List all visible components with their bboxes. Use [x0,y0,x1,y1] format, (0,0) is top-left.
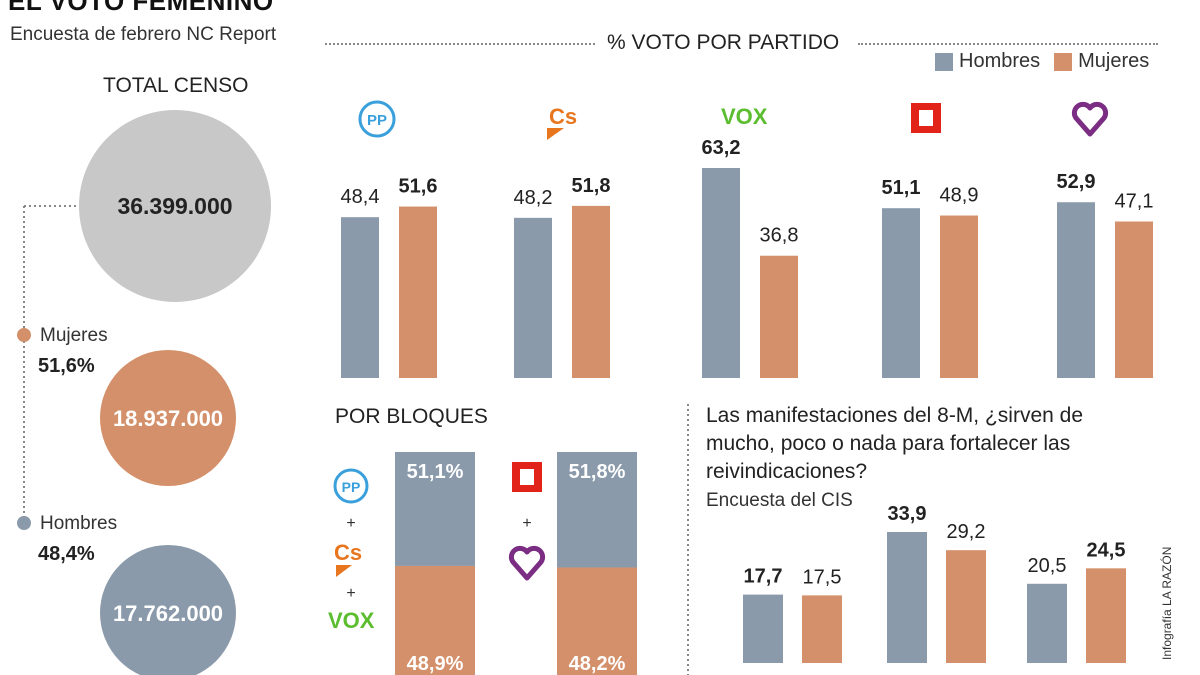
hombres-value: 17.762.000 [113,601,223,626]
data-label: 51,8 [572,175,611,197]
vox-logo: VOX [328,608,375,633]
data-label: 47,1 [1115,190,1154,212]
hombres-census-circle [100,545,236,675]
stack-mujeres-1 [557,567,637,675]
stack-hombres-1 [557,452,637,568]
cs-logo-text: Cs [334,540,362,565]
pp-logo: PP [333,468,369,504]
stack-label-mujeres: 48,9% [407,653,464,675]
bar-mujeres-vox [760,255,798,378]
bar-mujeres-bastante [946,550,986,663]
section-divider [858,43,1158,45]
chart-subtitle: Encuesta de febrero NC Report [10,24,277,45]
data-label: 36,8 [760,225,799,247]
bar-hombres-poco [1027,583,1067,663]
stack-label-hombres: 51,1% [407,461,464,483]
pp-logo-text: PP [342,479,361,495]
blocks-bar-chart: 51,1% 48,9% 51,8% 48,2% [395,452,637,675]
data-label: 29,2 [947,521,986,543]
legend-swatch-mujeres [1054,52,1073,71]
legend-hombres: Hombres [959,50,1041,72]
bar-mujeres-podemos [1115,221,1153,378]
psoe-logo [512,462,542,492]
bar-hombres-mucho [743,594,783,663]
bar-hombres-psoe [882,208,920,378]
bar-mujeres-poco [1086,568,1126,663]
data-label: 51,1 [882,177,921,199]
stack-hombres-0 [395,452,475,566]
data-label: 24,5 [1087,539,1126,561]
data-label: 48,9 [940,185,979,207]
section-divider [325,43,595,45]
credit: Infografía LA RAZÓN [1160,546,1174,660]
legend-mujeres: Mujeres [1078,50,1150,72]
data-label: 17,7 [744,566,783,588]
vox-logo: VOX [721,104,768,129]
plus-sign: + [346,585,355,602]
stack-mujeres-0 [395,565,475,675]
mujeres-marker [17,328,31,342]
cs-logo: Cs [547,104,577,140]
cs-logo-text: Cs [549,104,577,129]
pp-logo-text: PP [367,112,387,129]
mujeres-label: Mujeres [40,325,108,346]
psoe-logo [911,103,941,133]
hombres-marker [17,516,31,530]
bar-hombres-bastante [887,532,927,663]
vox-logo-text: VOX [328,608,375,633]
mujeres-pct: 51,6% [38,355,95,377]
vox-logo-text: VOX [721,104,768,129]
data-label: 48,4 [341,186,380,208]
hombres-pct: 48,4% [38,543,95,565]
data-label: 33,9 [888,503,927,525]
total-census-circle [79,110,271,302]
data-label: 20,5 [1028,555,1067,577]
mujeres-value: 18.937.000 [113,406,223,431]
census-diagram: 36.399.000 Mujeres 51,6% 18.937.000 Homb… [17,110,271,675]
data-label: 52,9 [1057,171,1096,193]
data-label: 63,2 [702,137,741,159]
data-label: 51,6 [399,176,438,198]
bar-mujeres-psoe [940,215,978,378]
chart-title: EL VOTO FEMENINO [8,0,274,16]
legend: Hombres Mujeres [935,50,1149,73]
bar-hombres-vox [702,168,740,378]
cis-bar-chart: 17,7 17,5 33,9 29,2 20,5 24,5 [743,503,1126,663]
blocks-section-title: POR BLOQUES [335,405,488,428]
stack-label-mujeres: 48,2% [569,653,626,675]
hombres-label: Hombres [40,513,117,534]
census-total-value: 36.399.000 [117,193,232,219]
census-heading: TOTAL CENSO [103,74,249,97]
plus-sign: + [346,515,355,532]
podemos-logo [508,545,546,581]
party-bar-chart: 48,4 51,6 48,2 51,8 63,2 36,8 51,1 48,9 52,9 47,1 [341,137,1154,378]
cis-question: Las manifestaciones del 8-M, ¿sirven de … [706,404,1084,483]
party-section-title: % VOTO POR PARTIDO [607,31,840,54]
podemos-logo [1071,101,1109,137]
cis-source: Encuesta del CIS [706,490,853,511]
plus-sign: + [522,515,531,532]
bar-hombres-cs [514,217,552,378]
cs-logo: Cs [334,540,362,577]
bar-mujeres-cs [572,205,610,378]
pp-logo: PP [358,100,396,138]
legend-swatch-hombres [935,52,953,71]
bar-mujeres-pp [399,206,437,378]
bar-hombres-pp [341,217,379,378]
data-label: 48,2 [514,187,553,209]
bar-hombres-podemos [1057,202,1095,378]
mujeres-census-circle [100,350,236,486]
bar-mujeres-mucho [802,595,842,663]
data-label: 17,5 [803,566,842,588]
stack-label-hombres: 51,8% [569,461,626,483]
